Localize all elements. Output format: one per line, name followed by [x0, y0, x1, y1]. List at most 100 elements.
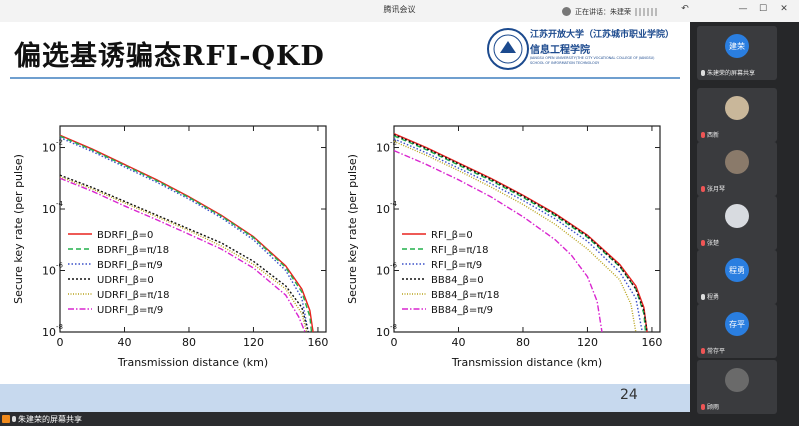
legend-label: UDRFI_β=0: [97, 275, 154, 286]
participant-photo: [725, 204, 749, 228]
participant-name: 张楚: [701, 238, 719, 247]
participant-name-text: 常存平: [707, 348, 726, 355]
y-tick-exponent: -8: [390, 323, 397, 331]
participant-tile[interactable]: 顾雨: [697, 360, 777, 414]
participant-avatar: 建荣: [725, 34, 749, 58]
back-icon[interactable]: ↶: [681, 4, 689, 14]
mic-muted-icon: [701, 347, 705, 354]
participant-name-text: 张月琴: [707, 186, 726, 193]
series-line: [393, 135, 647, 333]
window-title-bar: 腾讯会议 正在讲话：朱建荣 ↶ — ☐ ✕: [0, 0, 799, 23]
x-tick-label: 120: [577, 336, 598, 349]
speaker-avatar: [562, 7, 571, 16]
participant-photo: [725, 150, 749, 174]
legend-label: BB84_β=0: [431, 275, 484, 286]
participant-name-text: 朱建荣的屏幕共享: [707, 70, 756, 77]
series-line: [393, 133, 648, 333]
series-line: [59, 176, 308, 333]
screen-share-icon: [2, 415, 10, 423]
series-line: [59, 177, 306, 333]
speaking-label: 正在讲话：朱建荣: [575, 7, 631, 16]
series-line: [59, 137, 309, 333]
participant-tile[interactable]: 西新: [697, 88, 777, 142]
series-line: [59, 135, 313, 333]
legend-label: BDRFI_β=π/18: [97, 245, 169, 256]
series-line: [59, 174, 309, 333]
x-axis-label: Transmission distance (km): [451, 356, 602, 369]
maximize-button[interactable]: ☐: [758, 4, 768, 14]
participant-avatar: 存平: [725, 312, 749, 336]
x-tick-label: 0: [391, 336, 398, 349]
mic-muted-icon: [701, 403, 705, 410]
participant-name: 常存平: [701, 346, 725, 355]
y-tick-label: 10: [42, 326, 56, 339]
participant-name: 程勇: [701, 292, 719, 301]
plot-frame: [393, 125, 661, 333]
mic-muted-icon: [701, 185, 705, 192]
participant-tile[interactable]: 建荣朱建荣的屏幕共享: [697, 26, 777, 80]
plot-frame: [59, 125, 327, 333]
y-tick-exponent: -6: [56, 262, 64, 270]
participant-photo: [725, 96, 749, 120]
x-tick-label: 0: [57, 336, 64, 349]
series-line: [59, 134, 314, 333]
title-rule: [10, 77, 680, 79]
participant-tile[interactable]: 张月琴: [697, 142, 777, 196]
x-tick-label: 80: [516, 336, 530, 349]
y-tick-label: 10: [42, 142, 56, 155]
legend-label: UDRFI_β=π/9: [97, 305, 163, 316]
school-logo: [487, 28, 529, 70]
slide-footer: [0, 384, 690, 412]
y-tick-label: 10: [42, 265, 56, 278]
slide-title: 偏选基诱骗态RFI-QKD: [14, 41, 325, 72]
series-line: [393, 133, 648, 333]
participant-tile[interactable]: 存平常存平: [697, 304, 777, 358]
legend-label: RFI_β=0: [431, 230, 473, 241]
participant-name-text: 顾雨: [707, 404, 720, 411]
minimize-button[interactable]: —: [738, 4, 748, 14]
participant-tile[interactable]: 张楚: [697, 196, 777, 250]
mic-muted-icon: [701, 239, 705, 246]
participant-tile[interactable]: 程勇 程勇: [697, 250, 777, 304]
screen-share-label: 朱建荣的屏幕共享: [18, 414, 82, 424]
screen-share-badge[interactable]: 朱建荣的屏幕共享: [2, 413, 82, 425]
legend-label: BDRFI_β=0: [97, 230, 153, 241]
series-line: [393, 140, 637, 333]
series-line: [393, 138, 643, 333]
participant-name-text: 程勇: [707, 294, 720, 301]
x-tick-label: 40: [451, 336, 465, 349]
participant-name-text: 张楚: [707, 240, 720, 247]
participant-avatar: 程勇: [725, 258, 749, 282]
legend-label: UDRFI_β=π/18: [97, 290, 170, 301]
legend-label: BDRFI_β=π/9: [97, 260, 163, 271]
y-tick-label: 10: [376, 203, 390, 216]
y-tick-label: 10: [376, 326, 390, 339]
y-tick-exponent: -2: [56, 139, 63, 147]
close-button[interactable]: ✕: [780, 4, 788, 14]
legend-label: RFI_β=π/9: [431, 260, 482, 271]
x-tick-label: 160: [641, 336, 662, 349]
participant-photo: [725, 368, 749, 392]
y-tick-exponent: -4: [390, 200, 398, 208]
participant-name: 西新: [701, 130, 719, 139]
mic-muted-icon: [701, 131, 705, 138]
y-tick-label: 10: [376, 265, 390, 278]
speaking-indicator: 正在讲话：朱建荣: [562, 5, 657, 18]
y-tick-exponent: -4: [56, 200, 64, 208]
shared-slide: 偏选基诱骗态RFI-QKD 江苏开放大学（江苏城市职业学院） 信息工程学院 JI…: [0, 22, 690, 412]
x-tick-label: 80: [182, 336, 196, 349]
x-tick-label: 120: [243, 336, 264, 349]
page-number: 24: [620, 387, 638, 403]
window-title: 腾讯会议: [383, 5, 416, 14]
participant-name-text: 西新: [707, 132, 720, 139]
school-name-en-2: SCHOOL OF INFORMATION TECHNOLOGY: [530, 60, 600, 65]
mic-icon: [701, 293, 705, 300]
x-tick-label: 160: [307, 336, 328, 349]
y-tick-exponent: -6: [390, 262, 398, 270]
audio-wave-icon: [635, 7, 657, 16]
y-axis-label: Secure key rate (per pulse): [12, 154, 25, 304]
school-name: 江苏开放大学（江苏城市职业学院） 信息工程学院 JIANGSU OPEN UNI…: [530, 27, 688, 65]
x-tick-label: 40: [117, 336, 131, 349]
